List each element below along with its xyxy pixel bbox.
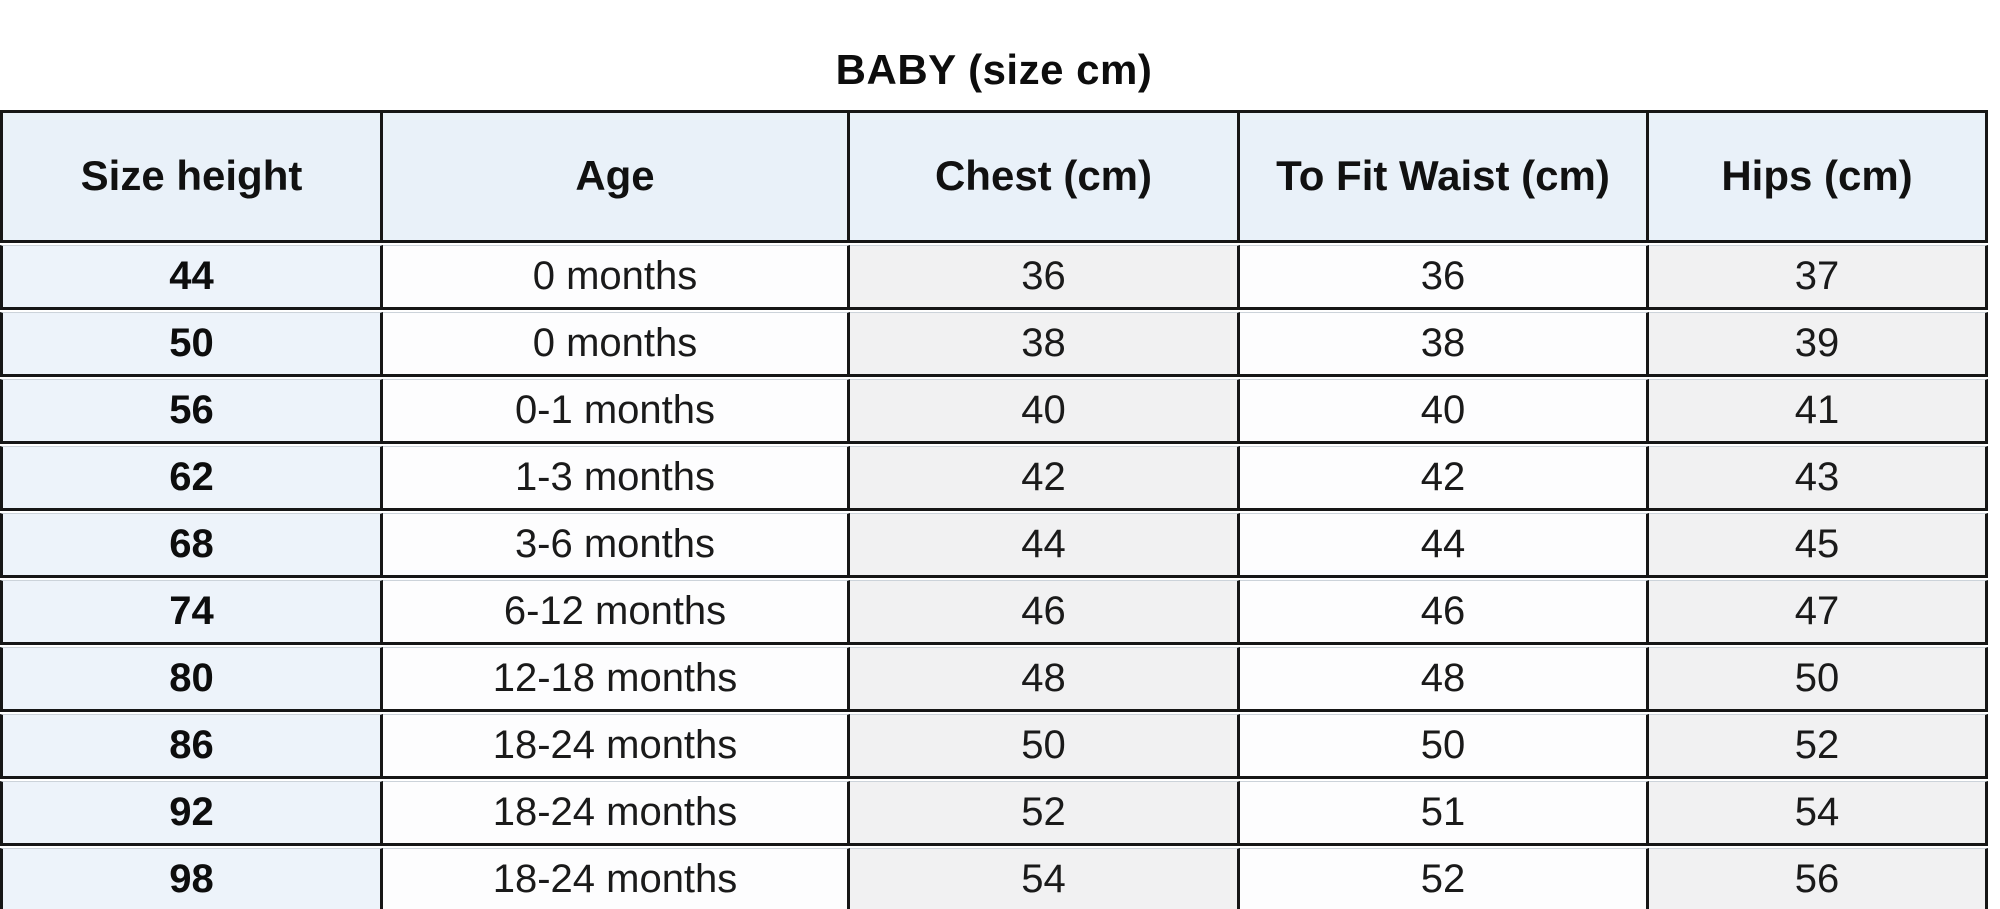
- table-body: 44 0 months 36 36 37 50 0 months 38 38 39 56 0-1 mo…: [0, 245, 1988, 909]
- cell-size-height: 86: [0, 714, 383, 779]
- cell-size-height: 74: [0, 580, 383, 645]
- table-row: 86 18-24 months 50 50 52: [0, 714, 1988, 779]
- table-row: 92 18-24 months 52 51 54: [0, 781, 1988, 846]
- cell-waist: 46: [1240, 580, 1649, 645]
- col-header-age: Age: [383, 110, 850, 243]
- cell-size-height: 68: [0, 513, 383, 578]
- cell-chest: 48: [850, 647, 1240, 712]
- cell-hips: 56: [1649, 848, 1988, 909]
- cell-hips: 39: [1649, 312, 1988, 377]
- cell-hips: 52: [1649, 714, 1988, 779]
- baby-size-table: Size height Age Chest (cm) To Fit Waist …: [0, 108, 1988, 909]
- page-title: BABY (size cm): [835, 46, 1153, 93]
- cell-waist: 44: [1240, 513, 1649, 578]
- cell-chest: 38: [850, 312, 1240, 377]
- cell-chest: 52: [850, 781, 1240, 846]
- table-row: 74 6-12 months 46 46 47: [0, 580, 1988, 645]
- cell-hips: 54: [1649, 781, 1988, 846]
- cell-hips: 41: [1649, 379, 1988, 444]
- table-row: 56 0-1 months 40 40 41: [0, 379, 1988, 444]
- cell-age: 18-24 months: [383, 714, 850, 779]
- cell-hips: 37: [1649, 245, 1988, 310]
- cell-age: 18-24 months: [383, 848, 850, 909]
- col-header-chest: Chest (cm): [850, 110, 1240, 243]
- cell-chest: 46: [850, 580, 1240, 645]
- cell-age: 1-3 months: [383, 446, 850, 511]
- cell-hips: 43: [1649, 446, 1988, 511]
- table-row: 80 12-18 months 48 48 50: [0, 647, 1988, 712]
- cell-waist: 51: [1240, 781, 1649, 846]
- cell-size-height: 56: [0, 379, 383, 444]
- cell-waist: 48: [1240, 647, 1649, 712]
- cell-chest: 42: [850, 446, 1240, 511]
- cell-size-height: 92: [0, 781, 383, 846]
- cell-size-height: 62: [0, 446, 383, 511]
- cell-age: 0 months: [383, 312, 850, 377]
- cell-age: 3-6 months: [383, 513, 850, 578]
- cell-hips: 45: [1649, 513, 1988, 578]
- cell-chest: 36: [850, 245, 1240, 310]
- cell-age: 6-12 months: [383, 580, 850, 645]
- table-row: 44 0 months 36 36 37: [0, 245, 1988, 310]
- cell-waist: 52: [1240, 848, 1649, 909]
- cell-age: 0 months: [383, 245, 850, 310]
- cell-age: 12-18 months: [383, 647, 850, 712]
- cell-chest: 44: [850, 513, 1240, 578]
- cell-waist: 40: [1240, 379, 1649, 444]
- table-row: 98 18-24 months 54 52 56: [0, 848, 1988, 909]
- cell-age: 0-1 months: [383, 379, 850, 444]
- cell-waist: 42: [1240, 446, 1649, 511]
- header-row: Size height Age Chest (cm) To Fit Waist …: [0, 110, 1988, 243]
- cell-hips: 50: [1649, 647, 1988, 712]
- table-row: 68 3-6 months 44 44 45: [0, 513, 1988, 578]
- cell-size-height: 50: [0, 312, 383, 377]
- cell-size-height: 80: [0, 647, 383, 712]
- col-header-waist: To Fit Waist (cm): [1240, 110, 1649, 243]
- col-header-hips: Hips (cm): [1649, 110, 1988, 243]
- table-row: 50 0 months 38 38 39: [0, 312, 1988, 377]
- cell-size-height: 98: [0, 848, 383, 909]
- cell-chest: 54: [850, 848, 1240, 909]
- cell-age: 18-24 months: [383, 781, 850, 846]
- cell-chest: 50: [850, 714, 1240, 779]
- cell-waist: 38: [1240, 312, 1649, 377]
- cell-hips: 47: [1649, 580, 1988, 645]
- cell-chest: 40: [850, 379, 1240, 444]
- cell-waist: 36: [1240, 245, 1649, 310]
- table-row: 62 1-3 months 42 42 43: [0, 446, 1988, 511]
- cell-waist: 50: [1240, 714, 1649, 779]
- col-header-size-height: Size height: [0, 110, 383, 243]
- cell-size-height: 44: [0, 245, 383, 310]
